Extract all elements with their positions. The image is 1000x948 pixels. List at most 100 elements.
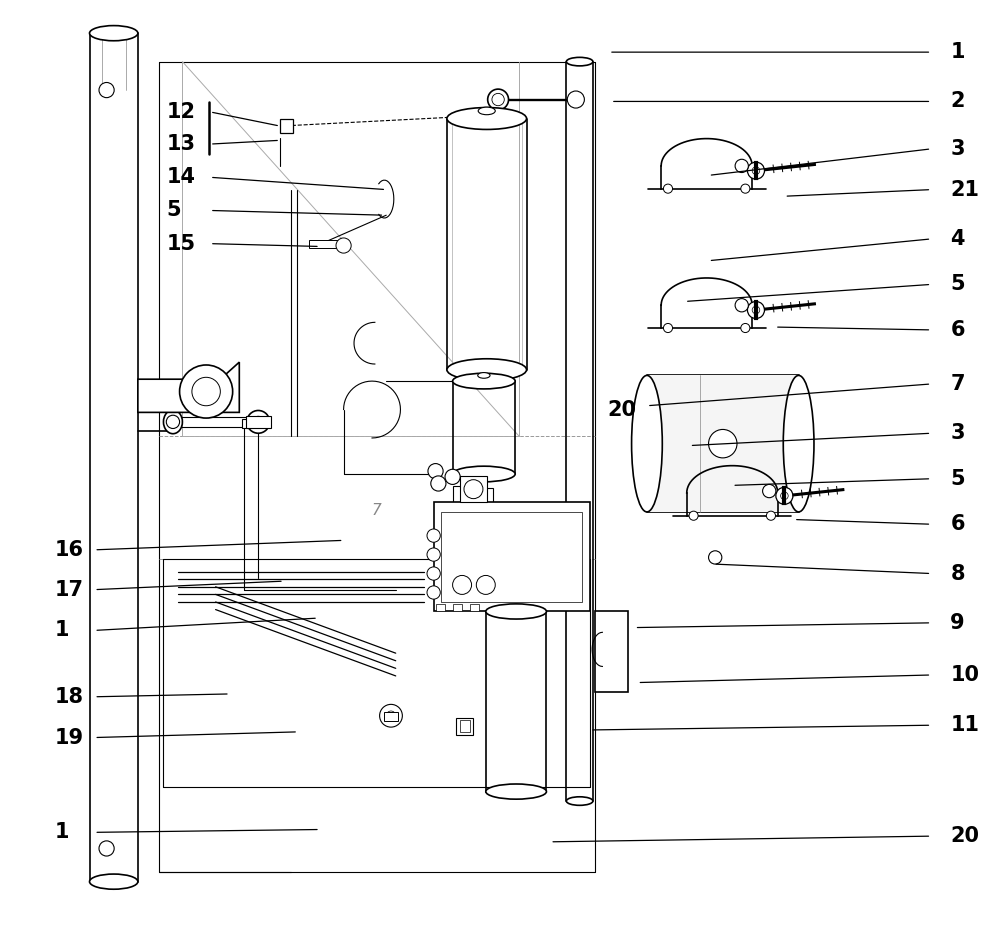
Circle shape bbox=[166, 415, 180, 428]
Bar bbox=[595, 611, 628, 692]
Circle shape bbox=[567, 91, 584, 108]
Text: 16: 16 bbox=[54, 539, 83, 560]
Text: 21: 21 bbox=[950, 179, 979, 200]
Circle shape bbox=[741, 323, 750, 333]
Circle shape bbox=[476, 575, 495, 594]
Circle shape bbox=[180, 365, 233, 418]
Ellipse shape bbox=[478, 373, 490, 378]
Circle shape bbox=[427, 529, 440, 542]
Bar bbox=[453, 604, 462, 611]
Circle shape bbox=[464, 480, 483, 499]
Bar bbox=[441, 512, 582, 602]
Circle shape bbox=[380, 704, 402, 727]
Text: 12: 12 bbox=[166, 101, 195, 122]
Ellipse shape bbox=[566, 58, 593, 66]
Circle shape bbox=[747, 162, 764, 179]
Bar bbox=[453, 486, 472, 510]
Text: 1: 1 bbox=[950, 42, 965, 63]
Bar bbox=[647, 375, 799, 512]
Bar bbox=[309, 240, 339, 248]
Ellipse shape bbox=[488, 89, 509, 110]
Ellipse shape bbox=[486, 604, 546, 619]
Circle shape bbox=[689, 511, 698, 520]
Bar bbox=[460, 476, 487, 502]
Polygon shape bbox=[138, 362, 239, 412]
Text: 20: 20 bbox=[607, 399, 636, 420]
Text: 7: 7 bbox=[950, 374, 965, 394]
Bar bbox=[384, 712, 398, 721]
Ellipse shape bbox=[453, 374, 515, 389]
Ellipse shape bbox=[492, 94, 504, 106]
Ellipse shape bbox=[478, 107, 495, 115]
Bar bbox=[242, 419, 252, 428]
Text: 4: 4 bbox=[950, 228, 965, 249]
Circle shape bbox=[735, 159, 748, 173]
Text: 8: 8 bbox=[950, 563, 965, 584]
Circle shape bbox=[763, 484, 776, 498]
Text: 5: 5 bbox=[950, 274, 965, 295]
Circle shape bbox=[735, 299, 748, 312]
Circle shape bbox=[99, 82, 114, 98]
Text: 2: 2 bbox=[950, 91, 965, 112]
Circle shape bbox=[709, 551, 722, 564]
Circle shape bbox=[99, 841, 114, 856]
Text: 6: 6 bbox=[950, 319, 965, 340]
Circle shape bbox=[709, 429, 737, 458]
Circle shape bbox=[336, 238, 351, 253]
Text: 1: 1 bbox=[54, 620, 69, 641]
Text: 19: 19 bbox=[54, 727, 84, 748]
Circle shape bbox=[453, 575, 472, 594]
Bar bbox=[460, 720, 470, 732]
Circle shape bbox=[766, 511, 775, 520]
Text: 5: 5 bbox=[166, 200, 181, 221]
Ellipse shape bbox=[447, 358, 527, 381]
Bar bbox=[436, 604, 445, 611]
Circle shape bbox=[253, 416, 264, 428]
Circle shape bbox=[752, 306, 760, 314]
Text: 5: 5 bbox=[950, 468, 965, 489]
Text: 13: 13 bbox=[166, 134, 195, 155]
Text: 11: 11 bbox=[950, 715, 979, 736]
Ellipse shape bbox=[486, 784, 546, 799]
Bar bbox=[280, 119, 293, 133]
Circle shape bbox=[752, 167, 760, 174]
Circle shape bbox=[741, 184, 750, 193]
Circle shape bbox=[747, 301, 764, 319]
Circle shape bbox=[776, 487, 793, 504]
Text: 20: 20 bbox=[950, 826, 979, 847]
Circle shape bbox=[445, 469, 460, 484]
Circle shape bbox=[663, 184, 673, 193]
Ellipse shape bbox=[90, 874, 138, 889]
Ellipse shape bbox=[447, 107, 527, 130]
Text: 3: 3 bbox=[950, 423, 965, 444]
Circle shape bbox=[431, 476, 446, 491]
Ellipse shape bbox=[453, 466, 515, 482]
Text: 1: 1 bbox=[54, 822, 69, 843]
Text: 18: 18 bbox=[54, 686, 83, 707]
Circle shape bbox=[663, 323, 673, 333]
Circle shape bbox=[427, 548, 440, 561]
Circle shape bbox=[428, 464, 443, 479]
Circle shape bbox=[781, 492, 788, 500]
Text: 3: 3 bbox=[950, 138, 965, 159]
Text: 17: 17 bbox=[54, 579, 83, 600]
Text: 15: 15 bbox=[166, 233, 195, 254]
Ellipse shape bbox=[783, 375, 814, 512]
Bar bbox=[470, 604, 479, 611]
Circle shape bbox=[192, 377, 220, 406]
Ellipse shape bbox=[632, 375, 662, 512]
Text: 9: 9 bbox=[950, 612, 965, 633]
Circle shape bbox=[247, 410, 270, 433]
Text: 14: 14 bbox=[166, 167, 195, 188]
Text: 10: 10 bbox=[950, 665, 979, 685]
Bar bbox=[456, 718, 473, 735]
Circle shape bbox=[427, 567, 440, 580]
Text: 6: 6 bbox=[950, 514, 965, 535]
Text: 7: 7 bbox=[372, 502, 382, 518]
Circle shape bbox=[427, 586, 440, 599]
Bar bbox=[434, 502, 590, 611]
Circle shape bbox=[386, 711, 396, 720]
Ellipse shape bbox=[163, 410, 182, 434]
Ellipse shape bbox=[90, 26, 138, 41]
Bar bbox=[246, 416, 271, 428]
